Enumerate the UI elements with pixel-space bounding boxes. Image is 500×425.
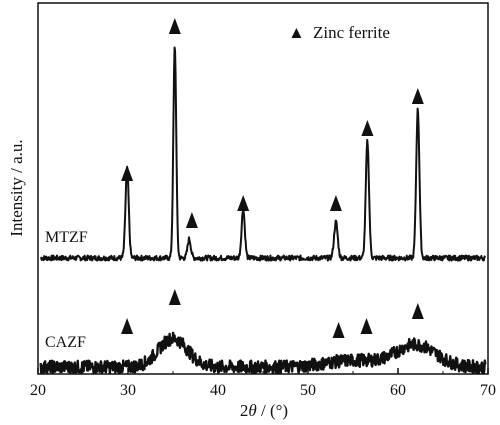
series-label-cazf: CAZF xyxy=(45,334,86,351)
x-axis-label: 2θ / (°) xyxy=(240,401,288,420)
peak-marker-cazf-4 xyxy=(411,303,424,319)
peak-marker-mtzf-3 xyxy=(237,195,250,211)
peak-marker-cazf-2 xyxy=(332,322,345,338)
x-axis-label-symbol: θ xyxy=(248,401,256,420)
series-line-mtzf xyxy=(40,46,486,262)
series-label-mtzf: MTZF xyxy=(45,229,88,246)
x-tick-label-40: 40 xyxy=(210,382,226,399)
x-axis-label-prefix: 2 xyxy=(240,401,249,420)
y-axis-label: Intensity / a.u. xyxy=(7,139,26,236)
peak-marker-mtzf-2 xyxy=(185,212,198,228)
peak-marker-cazf-0 xyxy=(121,318,134,334)
x-tick-label-70: 70 xyxy=(480,382,496,399)
peak-marker-mtzf-0 xyxy=(121,165,134,181)
peak-marker-mtzf-6 xyxy=(411,88,424,104)
x-tick-label-30: 30 xyxy=(120,382,136,399)
x-tick-label-60: 60 xyxy=(390,382,406,399)
peak-marker-mtzf-4 xyxy=(329,195,342,211)
peak-marker-layer xyxy=(121,18,424,338)
peak-marker-mtzf-5 xyxy=(361,120,374,136)
x-axis-ticks: 20 30 40 50 60 70 xyxy=(30,368,496,399)
x-tick-label-20: 20 xyxy=(30,382,46,399)
legend: ▲ Zinc ferrite xyxy=(288,23,390,42)
x-axis-label-suffix: / (°) xyxy=(257,401,288,420)
legend-label: Zinc ferrite xyxy=(313,23,390,42)
peak-marker-mtzf-1 xyxy=(168,18,181,34)
x-tick-label-50: 50 xyxy=(300,382,316,399)
legend-marker-icon: ▲ xyxy=(288,23,305,42)
peak-marker-cazf-3 xyxy=(360,318,373,334)
series-layer xyxy=(39,46,487,375)
peak-marker-cazf-1 xyxy=(168,289,181,305)
series-line-cazf xyxy=(39,331,487,375)
